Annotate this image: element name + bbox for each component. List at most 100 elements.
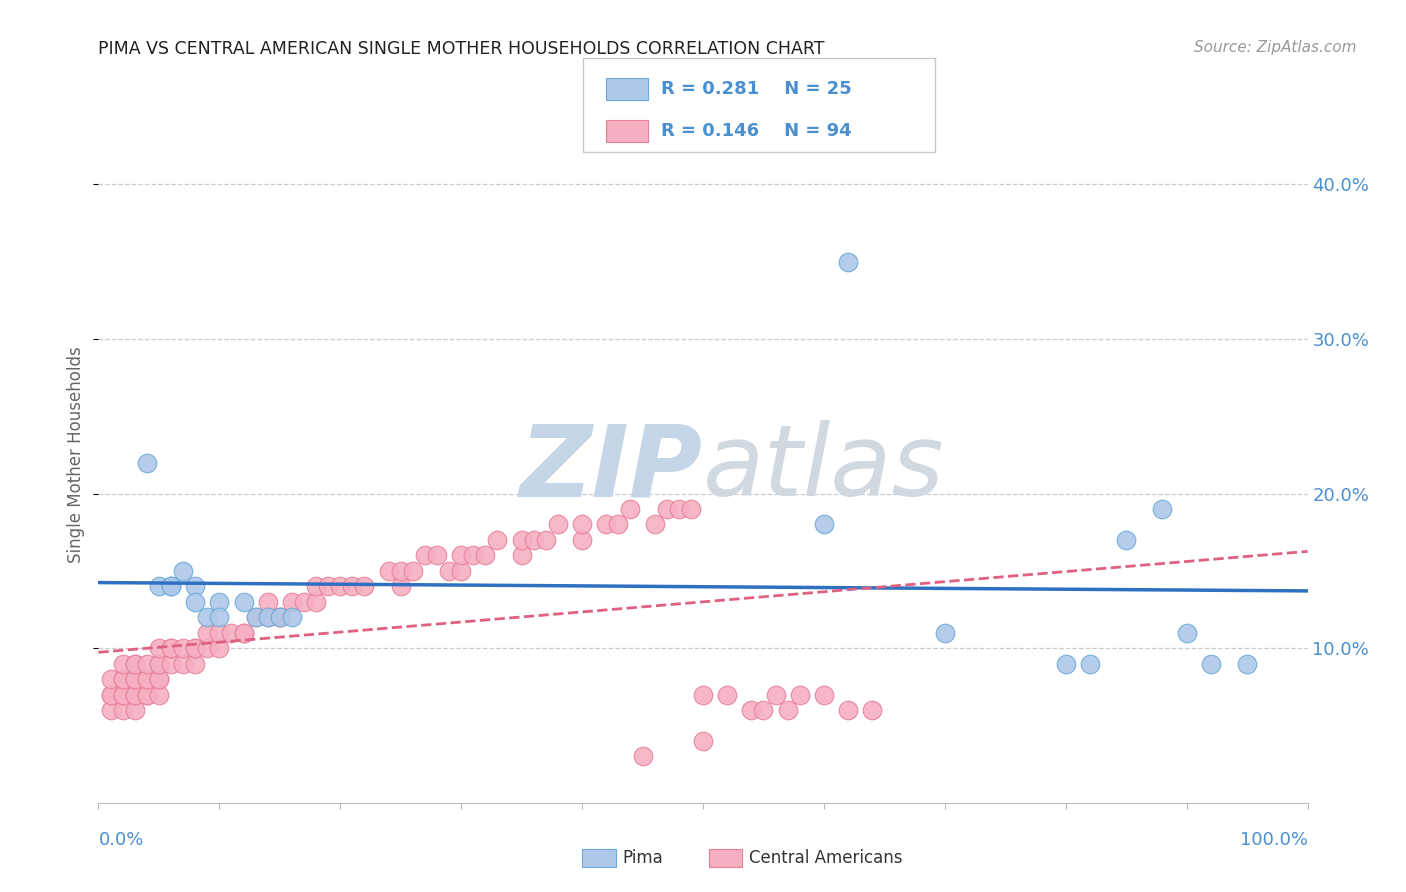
Text: Pima: Pima [623, 849, 664, 867]
Point [1054, 657, 1077, 671]
Point [245, 610, 267, 624]
Point [256, 610, 278, 624]
Point [510, 533, 533, 547]
Point [281, 595, 304, 609]
Point [1175, 625, 1198, 640]
Point [208, 610, 231, 624]
Point [413, 549, 436, 563]
Point [184, 641, 207, 656]
Point [934, 625, 956, 640]
Point [269, 610, 291, 624]
Point [547, 517, 569, 532]
Text: 100.0%: 100.0% [1240, 830, 1308, 848]
Point [776, 703, 799, 717]
Point [208, 625, 231, 640]
Point [148, 641, 170, 656]
Point [160, 641, 183, 656]
Point [100, 672, 122, 686]
Point [100, 703, 122, 717]
Point [256, 595, 278, 609]
Point [377, 564, 399, 578]
Point [813, 517, 835, 532]
Point [571, 517, 593, 532]
Point [571, 533, 593, 547]
Point [607, 517, 630, 532]
Point [256, 610, 278, 624]
Point [631, 749, 654, 764]
Point [111, 703, 134, 717]
Point [195, 641, 218, 656]
Point [172, 564, 194, 578]
Point [353, 579, 375, 593]
Point [184, 579, 207, 593]
Point [1078, 657, 1101, 671]
Text: Source: ZipAtlas.com: Source: ZipAtlas.com [1194, 40, 1357, 55]
Point [342, 579, 364, 593]
Point [389, 579, 412, 593]
Point [195, 610, 218, 624]
Point [644, 517, 666, 532]
Point [111, 688, 134, 702]
Point [160, 579, 183, 593]
Point [619, 502, 641, 516]
Point [232, 625, 254, 640]
Text: atlas: atlas [703, 420, 945, 517]
Point [124, 672, 146, 686]
Point [221, 625, 243, 640]
Text: R = 0.281    N = 25: R = 0.281 N = 25 [661, 80, 852, 98]
Point [474, 549, 496, 563]
Point [148, 657, 170, 671]
Point [510, 549, 533, 563]
Point [692, 734, 714, 748]
Point [111, 688, 134, 702]
Point [100, 688, 122, 702]
Point [402, 564, 425, 578]
Point [184, 595, 207, 609]
Point [111, 657, 134, 671]
Point [740, 703, 762, 717]
Point [245, 610, 267, 624]
Point [184, 657, 207, 671]
Point [523, 533, 546, 547]
Point [837, 703, 859, 717]
Point [269, 610, 291, 624]
Point [172, 641, 194, 656]
Point [534, 533, 557, 547]
Point [450, 549, 472, 563]
Point [292, 595, 315, 609]
Point [124, 657, 146, 671]
Point [1199, 657, 1222, 671]
Point [668, 502, 690, 516]
Point [148, 688, 170, 702]
Point [135, 456, 157, 470]
Point [316, 579, 339, 593]
Point [124, 688, 146, 702]
Point [305, 579, 328, 593]
Point [184, 641, 207, 656]
Point [135, 672, 157, 686]
Point [111, 672, 134, 686]
Point [208, 595, 231, 609]
Text: R = 0.146    N = 94: R = 0.146 N = 94 [661, 122, 852, 140]
Text: PIMA VS CENTRAL AMERICAN SINGLE MOTHER HOUSEHOLDS CORRELATION CHART: PIMA VS CENTRAL AMERICAN SINGLE MOTHER H… [98, 40, 825, 58]
Point [124, 657, 146, 671]
Point [124, 672, 146, 686]
Point [148, 657, 170, 671]
Point [124, 688, 146, 702]
Point [716, 688, 738, 702]
Point [789, 688, 811, 702]
Point [281, 610, 304, 624]
Point [450, 564, 472, 578]
Point [595, 517, 617, 532]
Point [135, 688, 157, 702]
Point [1236, 657, 1258, 671]
Point [124, 703, 146, 717]
Point [860, 703, 883, 717]
Point [148, 672, 170, 686]
Point [329, 579, 352, 593]
Point [111, 672, 134, 686]
Point [208, 641, 231, 656]
Y-axis label: Single Mother Households: Single Mother Households [67, 347, 86, 563]
Text: ZIP: ZIP [520, 420, 703, 517]
Point [463, 549, 485, 563]
